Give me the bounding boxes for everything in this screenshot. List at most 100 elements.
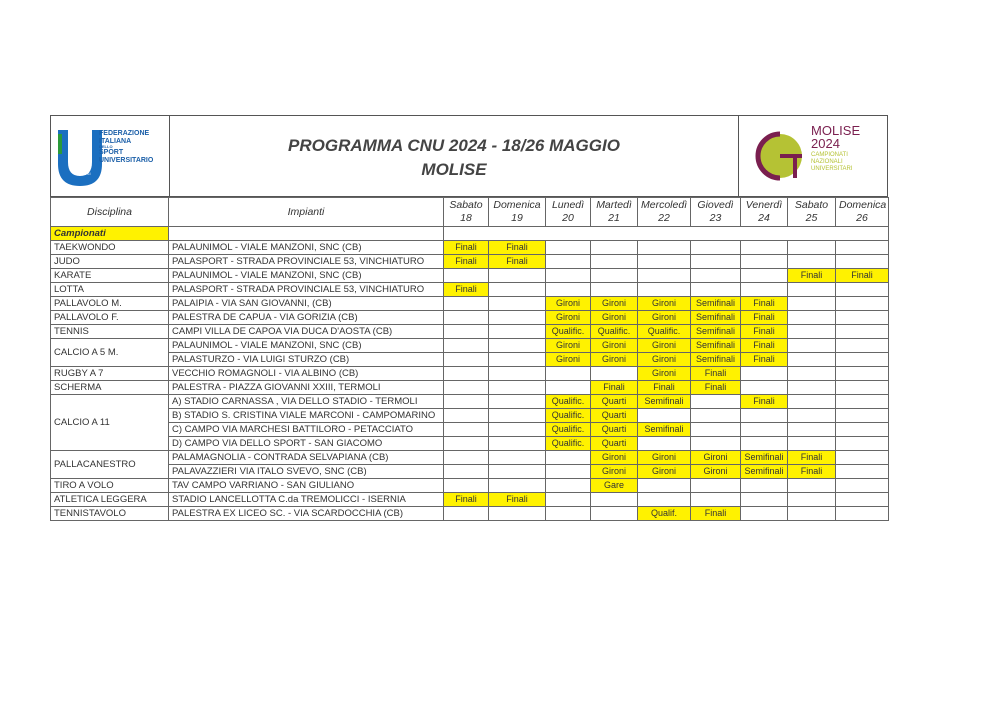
schedule-cell [443,296,489,311]
schedule-cell [787,352,836,367]
schedule-cell [740,240,788,255]
schedule-cell [740,380,788,395]
schedule-cell [637,492,691,507]
schedule-cell [835,352,889,367]
schedule-cell [488,338,546,353]
impianto-cell: CAMPI VILLA DE CAPOA VIA DUCA D'AOSTA (C… [168,324,444,339]
schedule-cell [488,436,546,451]
fedsport-u-icon [58,130,102,186]
col-day: Venerdì 24 [740,197,788,227]
schedule-cell [637,436,691,451]
schedule-cell: Qualific. [545,436,591,451]
page-title: PROGRAMMA CNU 2024 - 18/26 MAGGIO MOLISE [170,116,738,196]
schedule-cell: Quarti [590,394,638,409]
schedule-cell: Semifinali [690,310,741,325]
table-row: D) CAMPO VIA DELLO SPORT - SAN GIACOMO Qu… [51,436,889,451]
table-row: PALLAVOLO M. PALAIPIA - VIA SAN GIOVANNI,… [50,296,889,311]
schedule-cell: Finali [740,338,788,353]
schedule-cell [787,408,836,423]
schedule-cell [443,366,489,381]
schedule-cell [545,282,591,297]
schedule-cell [443,464,489,479]
schedule-cell [835,310,889,325]
table-row: C) CAMPO VIA MARCHESI BATTILORO - PETACC… [51,422,889,437]
schedule-cell [787,422,836,437]
col-impianti: Impianti [168,197,444,227]
disciplina-cell: TIRO A VOLO [50,478,169,493]
schedule-cell [740,282,788,297]
schedule-cell [740,268,788,283]
schedule-cell [545,478,591,493]
schedule-cell [488,380,546,395]
schedule-cell [835,254,889,269]
disciplina-cell: PALLACANESTRO [50,450,169,479]
schedule-cell: Gironi [637,296,691,311]
table-row: TIRO A VOLO TAV CAMPO VARRIANO - SAN GIUL… [50,478,889,493]
table-row: PALLACANESTRO PALAMAGNOLIA - CONTRADA SEL… [50,450,889,479]
schedule-cell [443,450,489,465]
schedule-cell: Finali [690,506,741,521]
schedule-cell: Gironi [545,338,591,353]
schedule-cell: Gironi [637,310,691,325]
col-day: Mercoledì 22 [637,197,691,227]
impianto-cell: PALAUNIMOL - VIALE MANZONI, SNC (CB) [168,240,444,255]
schedule-cell [488,282,546,297]
schedule-cell: Qualific. [545,422,591,437]
table-row: SCHERMA PALESTRA - PIAZZA GIOVANNI XXIII,… [50,380,889,395]
schedule-cell [545,450,591,465]
schedule-cell [443,422,489,437]
schedule-cell [787,282,836,297]
schedule-cell: Finali [690,366,741,381]
schedule-cell [787,338,836,353]
schedule-cell [835,422,889,437]
schedule-cell [740,422,788,437]
impianto-cell: A) STADIO CARNASSA , VIA DELLO STADIO - … [168,394,444,409]
schedule-cell [690,408,741,423]
impianto-cell: D) CAMPO VIA DELLO SPORT - SAN GIACOMO [168,436,444,451]
table-row: PALASTURZO - VIA LUIGI STURZO (CB) Gironi… [51,352,889,367]
molise-emblem-icon [755,131,802,181]
schedule-cell [835,492,889,507]
schedule-cell [545,366,591,381]
schedule-cell [740,366,788,381]
schedule-cell: Finali [740,352,788,367]
schedule-cell [590,492,638,507]
schedule-cell [545,268,591,283]
schedule-cell [443,310,489,325]
table-row: TENNIS CAMPI VILLA DE CAPOA VIA DUCA D'AO… [50,324,889,339]
schedule-cell [690,436,741,451]
schedule-cell [443,394,489,409]
impianto-cell: PALESTRA - PIAZZA GIOVANNI XXIII, TERMOL… [168,380,444,395]
schedule-cell [835,408,889,423]
schedule-cell [690,268,741,283]
schedule-cell [835,338,889,353]
schedule-cell [740,506,788,521]
schedule-cell [488,450,546,465]
schedule-cell [690,422,741,437]
schedule-cell [637,254,691,269]
table-row: KARATE PALAUNIMOL - VIALE MANZONI, SNC (C… [50,268,889,283]
schedule-cell [637,282,691,297]
schedule-cell [488,506,546,521]
schedule-cell [545,240,591,255]
schedule-cell: Semifinali [740,450,788,465]
schedule-cell [488,422,546,437]
disciplina-cell: TENNISTAVOLO [50,506,169,521]
schedule-cell [787,492,836,507]
schedule-cell [740,436,788,451]
impianto-cell: PALAMAGNOLIA - CONTRADA SELVAPIANA (CB) [168,450,444,465]
impianto-cell: PALAUNIMOL - VIALE MANZONI, SNC (CB) [168,338,444,353]
schedule-cell: Semifinali [690,296,741,311]
schedule-cell: Qualific. [545,394,591,409]
schedule-cell [488,394,546,409]
schedule-cell [545,464,591,479]
schedule-cell: Gironi [637,464,691,479]
title-line-2: MOLISE [421,160,487,179]
impianto-cell: STADIO LANCELLOTTA C.da TREMOLICCI - ISE… [168,492,444,507]
schedule-cell: Gironi [590,296,638,311]
schedule-cell [488,366,546,381]
impianto-cell: PALAUNIMOL - VIALE MANZONI, SNC (CB) [168,268,444,283]
schedule-cell: Qualific. [637,324,691,339]
schedule-cell [835,380,889,395]
schedule-cell: Finali [488,492,546,507]
